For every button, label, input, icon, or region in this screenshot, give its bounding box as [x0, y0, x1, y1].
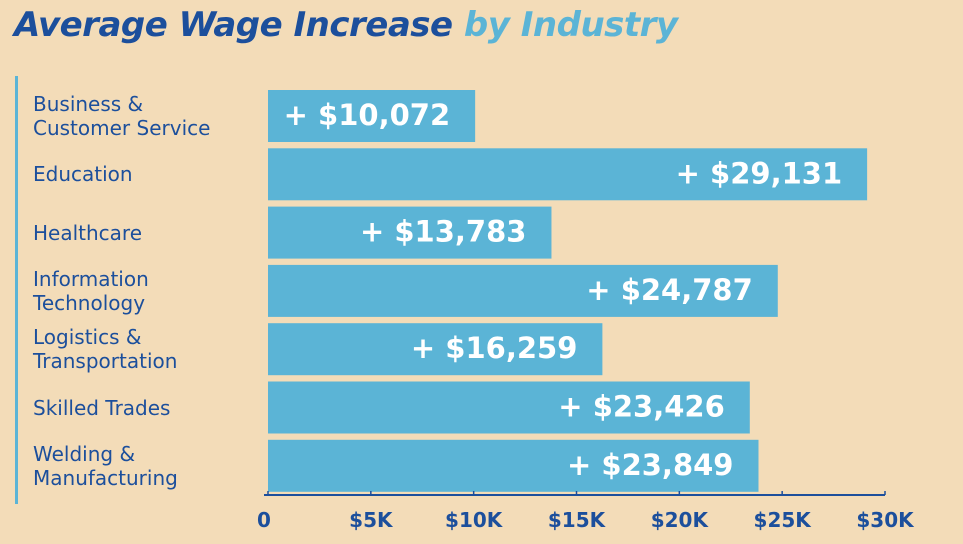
- category-label: Skilled Trades: [33, 395, 171, 420]
- bar-healthcare: [268, 206, 552, 259]
- category-divider-line: [15, 76, 18, 504]
- chart-title-accent: by Industry: [463, 5, 678, 45]
- x-tick-label: $30K: [856, 508, 915, 532]
- x-tick-label: 0: [257, 508, 271, 532]
- category-label: Welding & Manufacturing: [33, 441, 178, 490]
- category-label: Healthcare: [33, 220, 143, 245]
- category-label: Logistics & Transportation: [33, 325, 178, 374]
- bar-value-label: + $16,259: [411, 331, 577, 365]
- bar-value-label: + $10,072: [284, 98, 450, 132]
- x-tick-label: $15K: [548, 508, 607, 532]
- bar-value-label: + $23,849: [567, 448, 733, 482]
- x-tick-label: $10K: [445, 508, 504, 532]
- bar-value-label: + $23,426: [558, 390, 724, 424]
- x-tick-label: $20K: [651, 508, 710, 532]
- category-label: Information Technology: [33, 266, 149, 315]
- bar-welding-manufacturing: [268, 439, 759, 492]
- chart-title-main: Average Wage Increase: [14, 5, 453, 45]
- chart-title: Average Wage Increase by Industry: [14, 0, 678, 50]
- bar-value-label: + $24,787: [586, 273, 752, 307]
- category-label: Education: [33, 162, 133, 187]
- x-tick-label: $5K: [349, 508, 394, 532]
- bar-business-customer-service: [268, 90, 476, 142]
- bar-skilled-trades: [268, 381, 750, 434]
- bar-education: [268, 148, 868, 201]
- bar-value-label: + $29,131: [676, 156, 842, 190]
- bar-logistics-transportation: [268, 323, 603, 376]
- bar-value-label: + $13,783: [360, 215, 526, 249]
- bar-information-technology: [268, 264, 778, 317]
- x-tick-label: $25K: [754, 508, 813, 532]
- category-label: Business & Customer Service: [33, 92, 211, 140]
